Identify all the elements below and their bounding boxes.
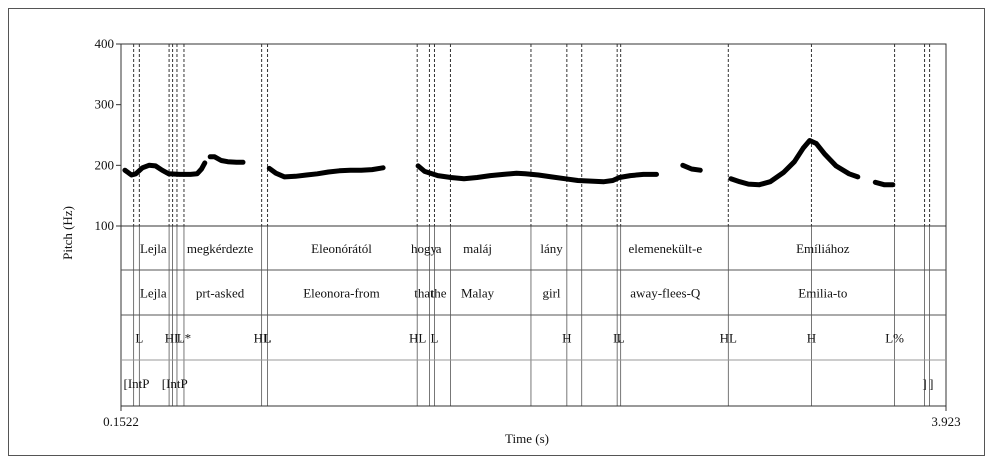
axes: 100 200 300 400 0.1522 3.923 [95,36,961,429]
tier-label: [IntP [162,376,188,391]
tier-label: the [431,286,447,301]
tier-label: HL [409,331,426,346]
y-tick-label: 200 [95,157,115,172]
x-axis-label: Time (s) [505,431,549,446]
tier-label: away-flees-Q [630,286,701,301]
tier-label: lány [540,241,563,256]
tier-label: L [613,331,621,346]
pitch-segment [680,162,703,173]
tier-label: L [617,331,625,346]
tier-separators [120,43,947,407]
pitch-segment [872,179,896,188]
tier-label: L [135,331,143,346]
x-tick-label: 3.923 [931,414,960,429]
tier-label: HL [720,331,737,346]
tier-label: Eleonórától [311,241,372,256]
figure-frame [8,8,985,456]
x-tick-label: 0.1522 [103,414,139,429]
tier-label: megkérdezte [187,241,254,256]
tier-label: a [436,241,442,256]
tier-label: maláj [463,241,492,256]
pitch-segment [122,160,208,178]
tier-label: L* [177,331,191,346]
tier-label: prt-asked [196,286,245,301]
tier-label: HL [165,331,182,346]
tier-label: L% [885,331,904,346]
tier-label: Malay [461,286,495,301]
tier-label: girl [542,286,560,301]
pitch-curve [122,138,896,188]
pitch-segment [207,154,246,165]
tier-label: Emíliához [796,241,850,256]
tier-label: [IntP [123,376,149,391]
pitch-segment [728,138,861,188]
boundary-lines [133,44,931,406]
pitch-segment [266,165,386,180]
tier-label: Lejla [140,241,167,256]
tier-label: that [414,286,434,301]
plot-frame [120,43,947,407]
tier-label: HL [254,331,271,346]
tier-label: Lejla [140,286,167,301]
tier-label: ] [922,376,926,391]
tier-label: hogy [411,241,438,256]
tier-label: L [264,331,272,346]
y-tick-label: 300 [95,97,115,112]
tier-label: H [807,331,816,346]
y-axis-label: Pitch (Hz) [60,206,75,260]
tier-label: Eleonora-from [303,286,380,301]
pitch-segment [415,163,659,185]
tier-label: L [431,331,439,346]
tier-label: H [562,331,571,346]
tier-label: ] [929,376,933,391]
tier-label: Emilia-to [798,286,847,301]
tier-label: elemenekült-e [628,241,702,256]
y-tick-label: 400 [95,36,115,51]
y-tick-label: 100 [95,218,115,233]
